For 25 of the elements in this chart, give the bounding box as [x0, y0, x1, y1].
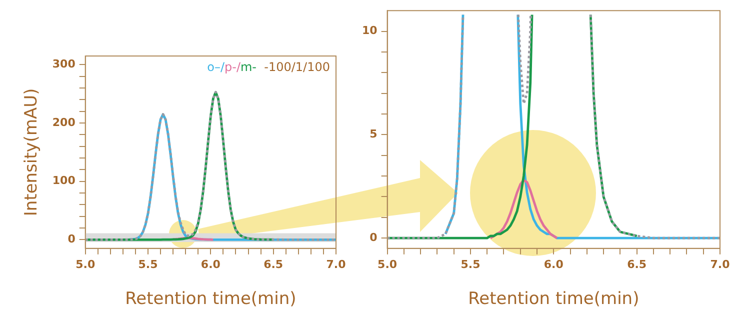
x-tick-label: 5.5	[138, 258, 158, 271]
y-axis-title: Intensity(mAU)	[22, 88, 42, 216]
line-series	[85, 90, 336, 241]
y-tick-label: 0	[68, 232, 76, 246]
x-axis-title: Retention time(min)	[125, 289, 296, 310]
text: o–/	[207, 60, 226, 74]
x-tick-label: 5.5	[460, 258, 480, 271]
y-tick-label: 300	[52, 58, 76, 71]
annotation: -100/1/100	[256, 60, 330, 74]
y-tick-label: 10	[362, 24, 378, 38]
x-tick-label: 6.0	[544, 258, 564, 271]
x-tick-label: 6.5	[627, 258, 647, 271]
y-tick-label: 100	[52, 174, 76, 188]
x-tick-label: 5.0	[378, 258, 398, 271]
y-tick-label: 5	[370, 128, 378, 141]
y-tick-label: 200	[52, 116, 76, 129]
x-axis-title: Retention time(min)	[468, 289, 640, 310]
y-tick-label: 0	[370, 230, 378, 244]
text: m-	[240, 60, 257, 74]
x-tick-label: 7.0	[326, 258, 346, 271]
x-tick-label: 7.0	[710, 258, 730, 271]
x-tick-label: 6.0	[200, 258, 221, 271]
x-tick-label: 6.5	[264, 258, 284, 271]
x-tick-label: 5.0	[76, 258, 96, 271]
text: p-/	[224, 60, 242, 74]
